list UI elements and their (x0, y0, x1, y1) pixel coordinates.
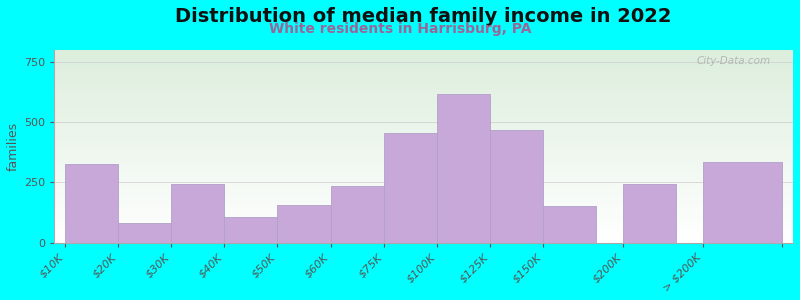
Bar (224, 217, 278, 243)
Y-axis label: families: families (7, 122, 20, 171)
Text: City-Data.com: City-Data.com (697, 56, 771, 65)
Bar (543, 206, 596, 243)
Text: White residents in Harrisburg, PA: White residents in Harrisburg, PA (269, 22, 531, 36)
Bar (384, 133, 437, 243)
Bar (65, 164, 118, 243)
Bar (118, 223, 171, 243)
Bar (623, 184, 676, 243)
Bar (278, 205, 330, 243)
Bar (171, 184, 224, 243)
Title: Distribution of median family income in 2022: Distribution of median family income in … (175, 7, 672, 26)
Bar (490, 130, 543, 243)
Bar (702, 162, 782, 243)
Bar (437, 94, 490, 243)
Bar (330, 186, 384, 243)
